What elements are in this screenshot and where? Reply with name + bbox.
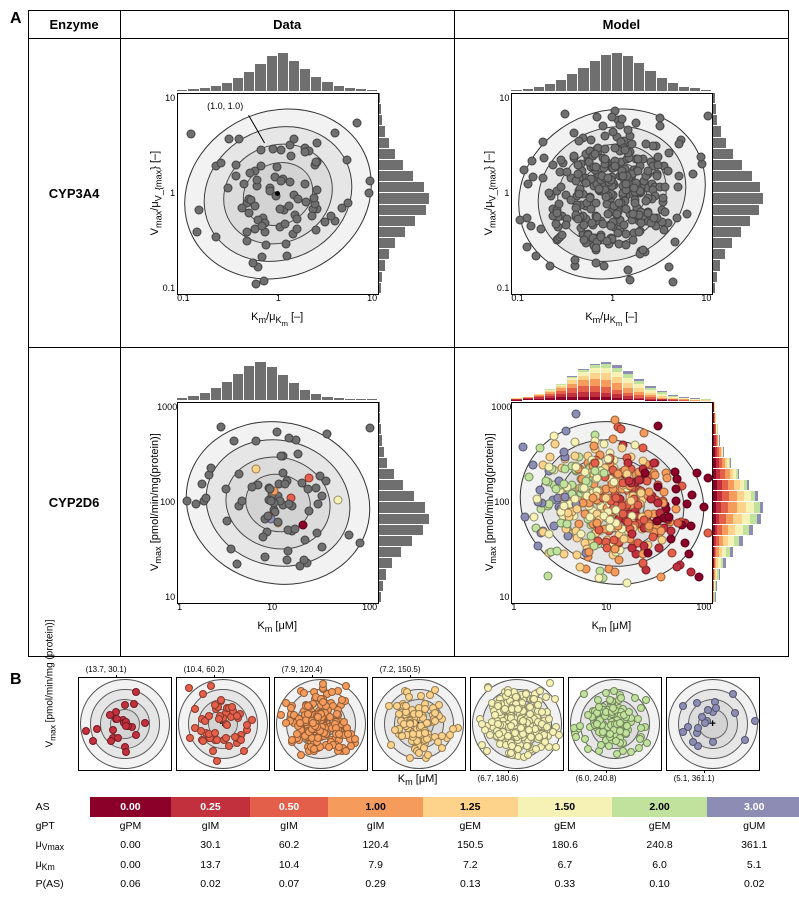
legend-cell: 30.1 (171, 835, 250, 855)
mini-plot: + (78, 677, 172, 771)
mini-plot: + (666, 677, 760, 771)
legend-row-label: μVmax (32, 835, 90, 855)
legend-cell: gPM (90, 817, 172, 835)
panel-a-table: Enzyme Data Model CYP3A4 (1.0, 1.0)0.111… (28, 10, 789, 657)
mini-plot: + (568, 677, 662, 771)
legend-cell: 0.02 (171, 875, 250, 893)
legend-cell: gIM (250, 817, 329, 835)
legend-cell: 0.29 (328, 875, 423, 893)
legend-table: AS0.000.250.501.001.251.502.003.00gPTgPM… (32, 797, 799, 893)
legend-cell: gEM (518, 817, 613, 835)
legend-cell: 0.07 (250, 875, 329, 893)
legend-row-label: gPT (32, 817, 90, 835)
header-model: Model (454, 11, 788, 39)
legend-cell: 0.50 (250, 797, 329, 817)
legend-cell: 6.0 (612, 855, 707, 875)
legend-cell: 0.25 (171, 797, 250, 817)
legend-cell: 1.00 (328, 797, 423, 817)
legend-cell: 60.2 (250, 835, 329, 855)
legend-cell: 361.1 (707, 835, 799, 855)
legend-cell: 1.25 (423, 797, 518, 817)
panel-a-label: A (10, 10, 22, 28)
mini-plot: + (372, 677, 466, 771)
legend-cell: gIM (171, 817, 250, 835)
legend-cell: 0.06 (90, 875, 172, 893)
legend-cell: gIM (328, 817, 423, 835)
enzyme-cyp2d6: CYP2D6 (28, 348, 120, 657)
legend-cell: 0.10 (612, 875, 707, 893)
legend-cell: 0.00 (90, 835, 172, 855)
legend-cell: 7.9 (328, 855, 423, 875)
mini-plot: + (470, 677, 564, 771)
legend-row-label: P(AS) (32, 875, 90, 893)
enzyme-cyp3a4: CYP3A4 (28, 39, 120, 348)
legend-cell: 120.4 (328, 835, 423, 855)
legend-cell: 0.13 (423, 875, 518, 893)
panel-b-yaxis: Vmax [pmol/min/mg (protein)] (28, 677, 74, 690)
legend-cell: 7.2 (423, 855, 518, 875)
panel-b-xaxis: Km [μM] (78, 773, 758, 787)
header-enzyme: Enzyme (28, 11, 120, 39)
scatter-plot (511, 402, 713, 604)
legend-cell: 6.7 (518, 855, 613, 875)
legend-cell: 1.50 (518, 797, 613, 817)
mini-plot: + (274, 677, 368, 771)
legend-cell: 180.6 (518, 835, 613, 855)
scatter-plot (177, 402, 379, 604)
legend-cell: gEM (612, 817, 707, 835)
legend-cell: 0.00 (90, 797, 172, 817)
legend-cell: 3.00 (707, 797, 799, 817)
legend-row-label: μKm (32, 855, 90, 875)
legend-cell: 0.00 (90, 855, 172, 875)
legend-cell: 0.33 (518, 875, 613, 893)
scatter-plot (511, 93, 713, 295)
legend-cell: 150.5 (423, 835, 518, 855)
legend-cell: 13.7 (171, 855, 250, 875)
mini-plot: + (176, 677, 270, 771)
panel-b-label: B (10, 671, 22, 689)
legend-cell: gUM (707, 817, 799, 835)
header-data: Data (120, 11, 454, 39)
legend-cell: 5.1 (707, 855, 799, 875)
legend-cell: 0.02 (707, 875, 799, 893)
legend-cell: 2.00 (612, 797, 707, 817)
legend-cell: gEM (423, 817, 518, 835)
legend-cell: 240.8 (612, 835, 707, 855)
legend-cell: 10.4 (250, 855, 329, 875)
legend-row-label: AS (32, 797, 90, 817)
